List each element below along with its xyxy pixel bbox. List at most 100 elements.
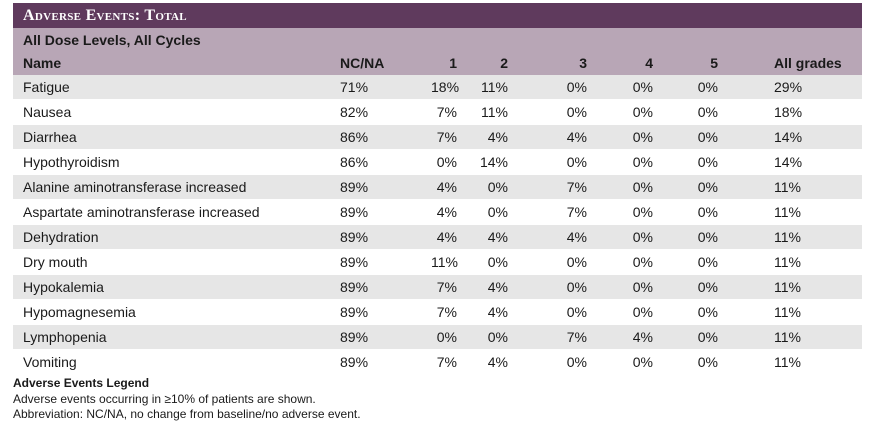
- table-cell: 0%: [697, 279, 718, 295]
- table-cell: 0%: [487, 254, 508, 270]
- table-cell: 89%: [340, 204, 369, 220]
- table-cell: 89%: [340, 279, 369, 295]
- table-cell: 14%: [774, 129, 803, 145]
- table-cell: 82%: [340, 104, 369, 120]
- table-cell: 0%: [566, 154, 587, 170]
- table-cell: 11%: [431, 254, 458, 270]
- column-header: 2: [500, 55, 508, 71]
- table-cell: 89%: [340, 354, 369, 370]
- table-cell: 0%: [697, 79, 718, 95]
- table-row: Lymphopenia 89% 0% 0% 7% 4% 0% 11%: [13, 324, 862, 350]
- table-cell: 7%: [436, 304, 457, 320]
- table-cell: 7%: [566, 179, 587, 195]
- table-row: Fatigue 71% 18% 11% 0% 0% 0% 29%: [13, 75, 862, 100]
- table-cell: 0%: [632, 154, 653, 170]
- table-cell: 11%: [774, 254, 801, 270]
- legend-title: Adverse Events Legend: [13, 376, 150, 390]
- table-cell: 0%: [566, 104, 587, 120]
- table-cell: 7%: [436, 104, 457, 120]
- adverse-event-name: Dehydration: [23, 229, 99, 245]
- legend: Adverse Events Legend Adverse events occ…: [13, 376, 361, 423]
- table-cell: 0%: [632, 279, 653, 295]
- table-cell: 0%: [632, 79, 653, 95]
- adverse-event-name: Dry mouth: [23, 254, 88, 270]
- adverse-event-name: Nausea: [23, 104, 72, 120]
- table-cell: 29%: [774, 79, 803, 95]
- table-cell: 0%: [436, 154, 457, 170]
- table-cell: 0%: [697, 329, 718, 345]
- table-row: Diarrhea 86% 7% 4% 4% 0% 0% 14%: [13, 124, 862, 150]
- table-cell: 0%: [632, 179, 653, 195]
- table-cell: 4%: [632, 329, 653, 345]
- table-row: Hypokalemia 89% 7% 4% 0% 0% 0% 11%: [13, 274, 862, 300]
- table-cell: 0%: [697, 129, 718, 145]
- table-cell: 4%: [487, 129, 508, 145]
- adverse-events-table-panel: Adverse Events: Total All Dose Levels, A…: [13, 3, 862, 375]
- table-cell: 4%: [487, 304, 508, 320]
- adverse-event-name: Vomiting: [23, 354, 77, 370]
- table-cell: 0%: [697, 179, 718, 195]
- column-header: 5: [710, 55, 718, 71]
- table-cell: 0%: [697, 304, 718, 320]
- table-cell: 14%: [774, 154, 803, 170]
- table-cell: 11%: [481, 79, 508, 95]
- table-cell: 0%: [436, 329, 457, 345]
- adverse-event-name: Hypomagnesemia: [23, 304, 136, 320]
- table-cell: 7%: [566, 329, 587, 345]
- column-header: 1: [449, 55, 457, 71]
- table-cell: 11%: [774, 354, 801, 370]
- table-cell: 4%: [566, 129, 587, 145]
- table-row: Alanine aminotransferase increased 89% 4% 0…: [13, 174, 862, 200]
- column-header: 4: [645, 55, 653, 71]
- table-cell: 0%: [566, 254, 587, 270]
- table-cell: 0%: [632, 204, 653, 220]
- table-cell: 89%: [340, 329, 369, 345]
- table-cell: 4%: [436, 179, 457, 195]
- adverse-event-name: Alanine aminotransferase increased: [23, 179, 247, 195]
- table-cell: 0%: [487, 204, 508, 220]
- adverse-event-name: Aspartate aminotransferase increased: [23, 204, 260, 220]
- table-cell: 0%: [632, 304, 653, 320]
- table-cell: 0%: [697, 354, 718, 370]
- table-cell: 0%: [697, 254, 718, 270]
- table-cell: 11%: [774, 179, 801, 195]
- table-cell: 7%: [436, 279, 457, 295]
- table-cell: 86%: [340, 129, 369, 145]
- table-row: Vomiting 89% 7% 4% 0% 0% 0% 11%: [13, 349, 862, 375]
- column-header: 3: [579, 55, 587, 71]
- table-cell: 18%: [774, 104, 803, 120]
- adverse-event-name: Diarrhea: [23, 129, 77, 145]
- table-cell: 11%: [774, 279, 801, 295]
- table-cell: 4%: [436, 229, 457, 245]
- adverse-event-name: Fatigue: [23, 79, 70, 95]
- table-cell: 89%: [340, 229, 369, 245]
- table-row: Nausea 82% 7% 11% 0% 0% 0% 18%: [13, 99, 862, 125]
- adverse-event-name: Hypokalemia: [23, 279, 104, 295]
- column-header: Name: [23, 55, 62, 71]
- table-cell: 0%: [566, 354, 587, 370]
- table-cell: 4%: [487, 354, 508, 370]
- table-cell: 7%: [436, 129, 457, 145]
- table-row: Aspartate aminotransferase increased 89% 4…: [13, 199, 862, 225]
- table-row: Dehydration 89% 4% 4% 4% 0% 0% 11%: [13, 224, 862, 250]
- table-cell: 11%: [774, 304, 801, 320]
- column-header: NC/NA: [340, 55, 385, 71]
- table-cell: 0%: [697, 154, 718, 170]
- legend-line: Abbreviation: NC/NA, no change from base…: [13, 407, 361, 421]
- table-cell: 11%: [774, 229, 801, 245]
- table-cell: 11%: [774, 329, 801, 345]
- table-cell: 0%: [632, 354, 653, 370]
- table-cell: 0%: [632, 254, 653, 270]
- table-cell: 18%: [431, 79, 460, 95]
- table-row: Hypothyroidism 86% 0% 14% 0% 0% 0% 14%: [13, 149, 862, 175]
- table-cell: 0%: [487, 179, 508, 195]
- table-cell: 0%: [487, 329, 508, 345]
- table-cell: 11%: [481, 104, 508, 120]
- table-header-row: Name NC/NA 1 2 3 4 5 All grades: [13, 51, 862, 75]
- table-cell: 7%: [566, 204, 587, 220]
- table-cell: 86%: [340, 154, 369, 170]
- table-cell: 4%: [487, 279, 508, 295]
- legend-line: Adverse events occurring in ≥10% of pati…: [13, 391, 316, 406]
- table-cell: 0%: [566, 304, 587, 320]
- table-cell: 0%: [697, 104, 718, 120]
